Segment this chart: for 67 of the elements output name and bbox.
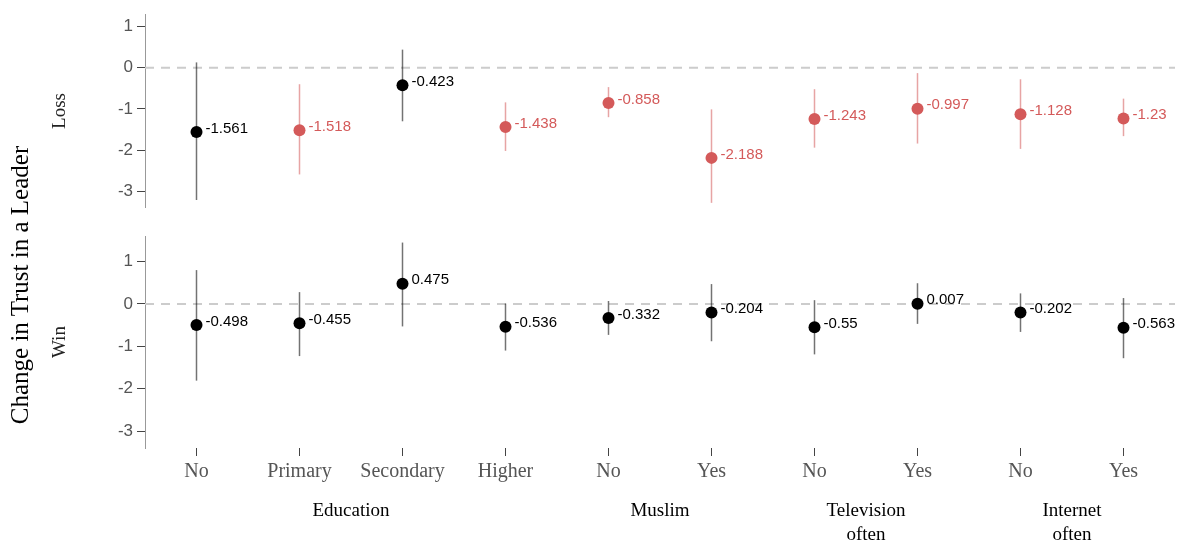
point xyxy=(1014,306,1027,319)
data-label: -1.561 xyxy=(205,118,249,136)
point xyxy=(499,320,512,333)
text: Muslim xyxy=(629,498,691,522)
y-tick-label: 0 xyxy=(123,293,133,313)
y-tick-label: -1 xyxy=(117,336,133,356)
data-label: -0.997 xyxy=(926,95,970,113)
point xyxy=(705,151,718,164)
x-tick-label: No xyxy=(802,459,827,482)
y-tick-label: -2 xyxy=(117,139,133,159)
x-tick-label: Yes xyxy=(902,459,933,482)
y-tick-label: -2 xyxy=(117,378,133,398)
data-label: -0.455 xyxy=(308,309,352,327)
data-label: -1.23 xyxy=(1132,105,1167,123)
x-tick-label: No xyxy=(184,459,209,482)
point xyxy=(1014,108,1027,121)
point xyxy=(396,79,409,92)
y-axis-title: Loss xyxy=(48,93,70,129)
point xyxy=(808,321,821,334)
data-label: -1.243 xyxy=(823,105,867,123)
point xyxy=(1117,321,1130,334)
text: Internet often xyxy=(1041,498,1103,546)
point xyxy=(911,297,924,310)
data-label: -0.332 xyxy=(617,304,661,322)
point xyxy=(602,312,615,325)
point xyxy=(808,112,821,125)
data-label: -1.518 xyxy=(308,116,352,134)
y-tick-label: 1 xyxy=(123,251,133,271)
point xyxy=(396,277,409,290)
data-label: 0.007 xyxy=(926,290,965,308)
point xyxy=(190,126,203,139)
data-label: -0.536 xyxy=(514,313,558,331)
data-label: -0.202 xyxy=(1029,299,1073,317)
text: Education xyxy=(311,498,391,522)
x-tick-label: Higher xyxy=(477,459,534,483)
data-label: -0.498 xyxy=(205,311,249,329)
point xyxy=(190,319,203,332)
y-tick-label: -3 xyxy=(117,420,133,440)
point xyxy=(1117,112,1130,125)
y-tick-label: -3 xyxy=(117,181,133,201)
x-tick-label: No xyxy=(1008,459,1033,482)
point xyxy=(499,120,512,133)
point xyxy=(705,306,718,319)
data-label: -0.204 xyxy=(720,299,764,317)
x-tick-label: No xyxy=(596,459,621,482)
y-tick-label: 1 xyxy=(123,16,133,36)
data-label: -2.188 xyxy=(720,144,764,162)
x-tick-label: Yes xyxy=(696,459,727,482)
x-tick-label: Primary xyxy=(267,459,332,483)
data-label: -1.438 xyxy=(514,113,558,131)
data-label: -0.423 xyxy=(411,71,455,89)
y-tick-label: 0 xyxy=(123,57,133,77)
y-tick-label: -1 xyxy=(117,98,133,118)
point xyxy=(293,317,306,330)
point xyxy=(602,97,615,110)
x-tick-label: Yes xyxy=(1108,459,1139,482)
point xyxy=(911,102,924,115)
text: Television often xyxy=(825,498,907,546)
data-label: -0.858 xyxy=(617,89,661,107)
x-tick-label: Secondary xyxy=(360,459,445,483)
point xyxy=(293,124,306,137)
data-label: -1.128 xyxy=(1029,100,1073,118)
data-label: -0.563 xyxy=(1132,314,1176,332)
y-axis-title: Win xyxy=(48,325,70,359)
data-label: 0.475 xyxy=(411,270,450,288)
data-label: -0.55 xyxy=(823,313,858,331)
text: Change in Trust in a Leader xyxy=(6,145,35,425)
